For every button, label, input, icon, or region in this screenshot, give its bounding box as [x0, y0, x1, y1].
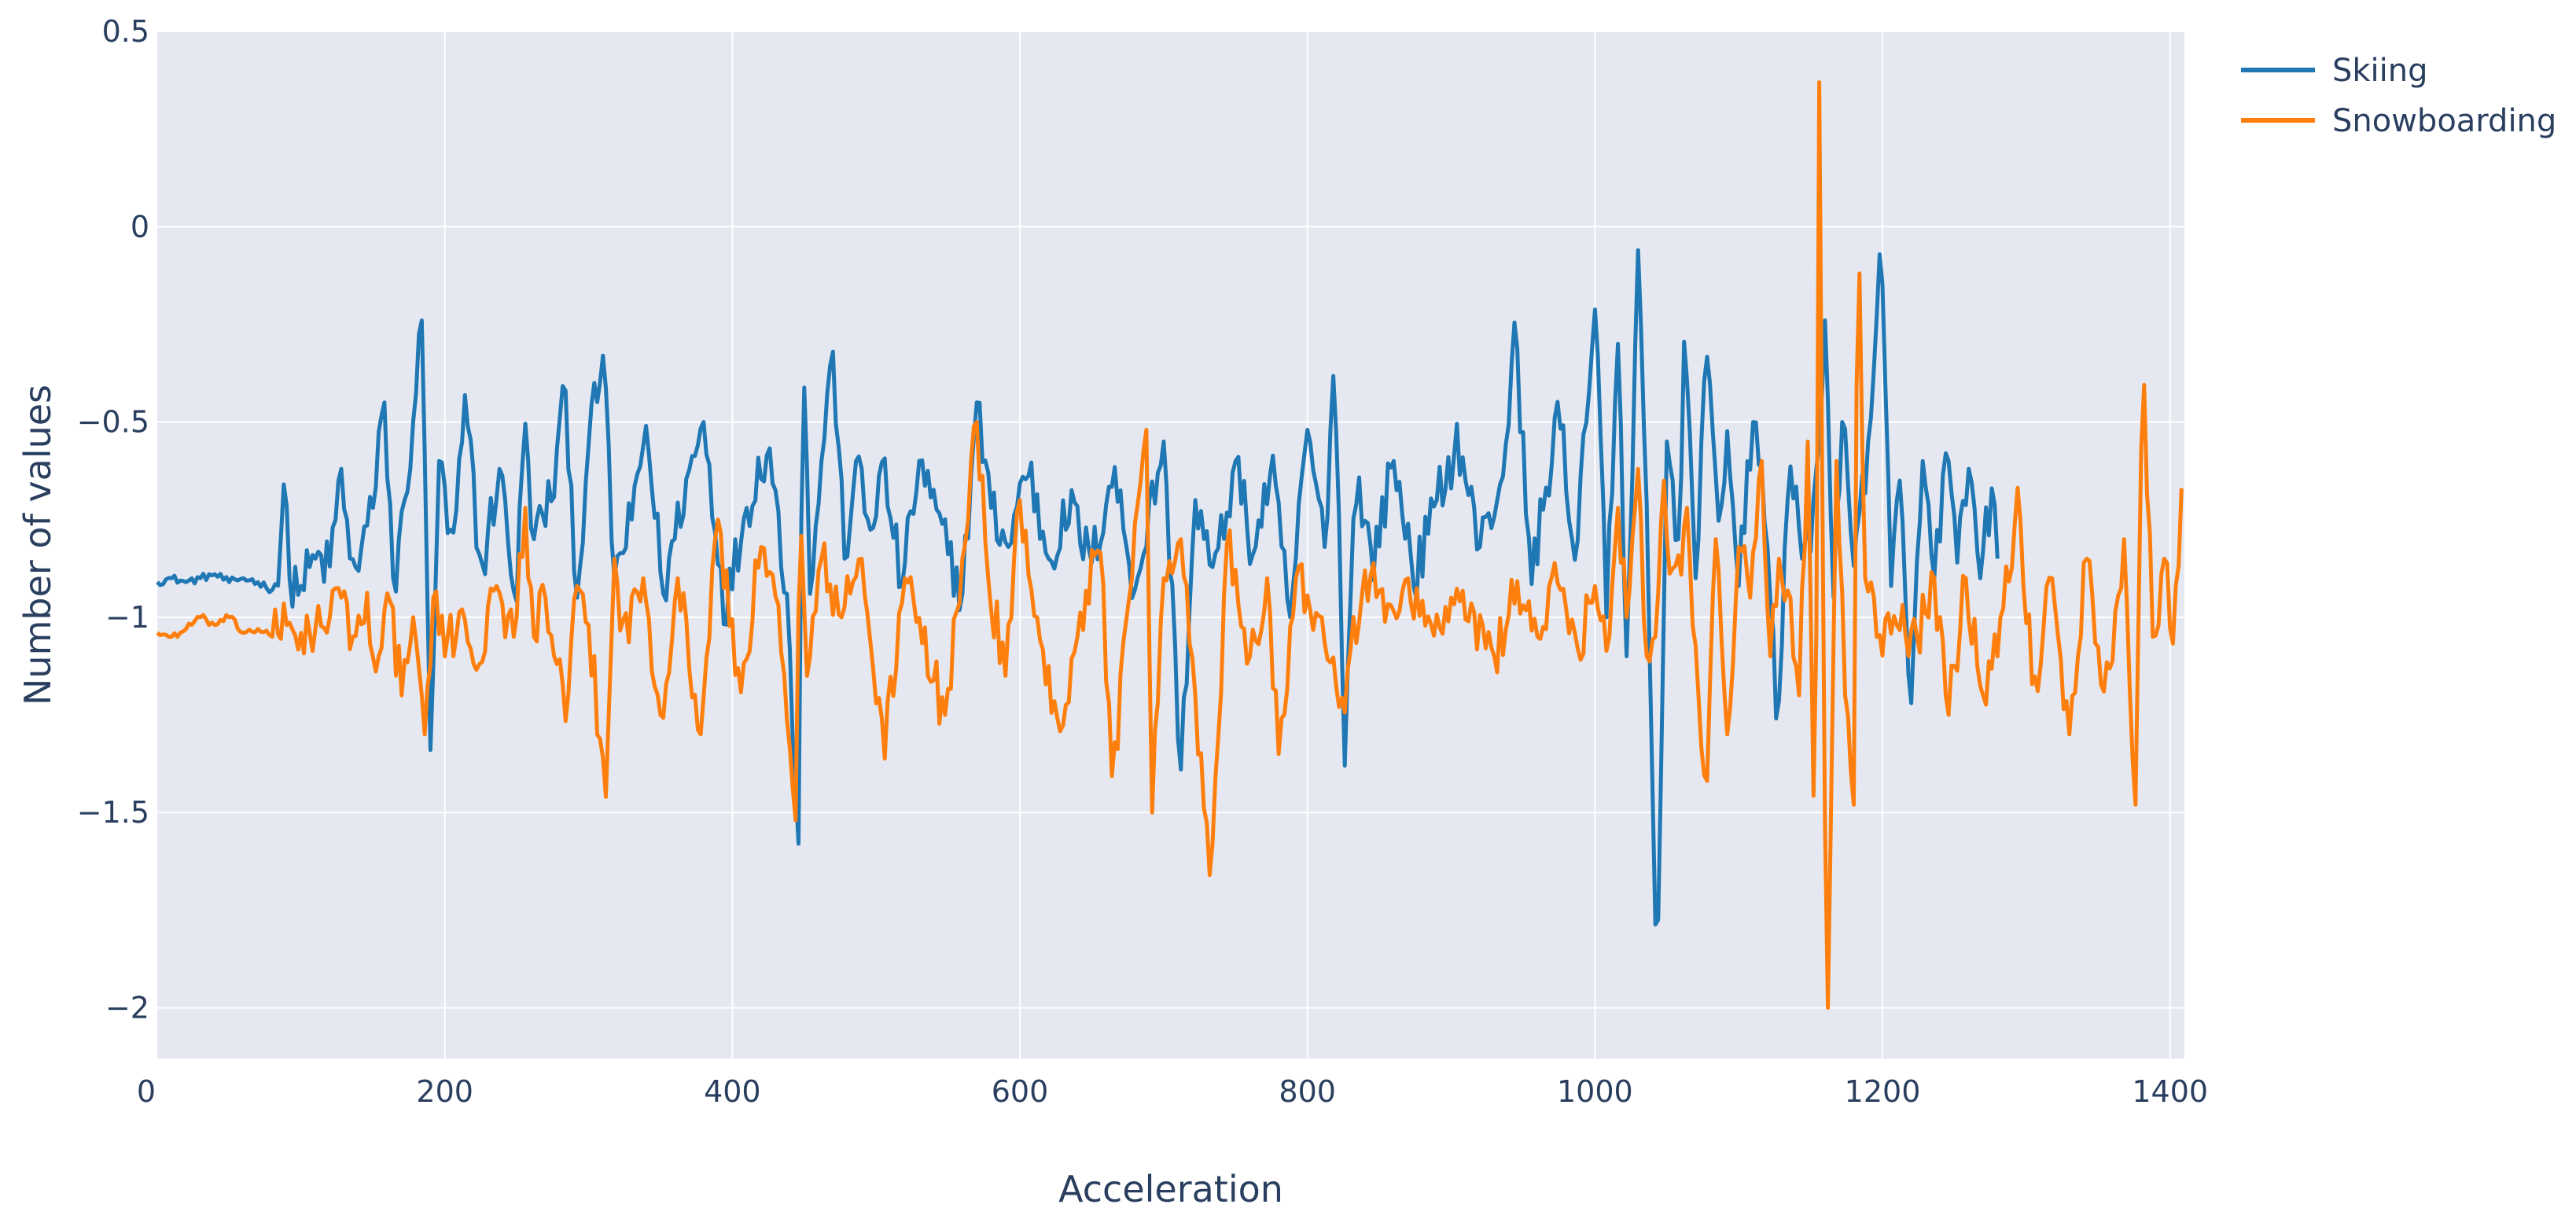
y-tick-label: −0.5 — [77, 405, 149, 440]
plot-background — [157, 31, 2184, 1059]
y-tick-label: −1.5 — [77, 795, 149, 830]
legend-item-snowboarding[interactable]: Snowboarding — [2241, 103, 2556, 139]
y-axis-title: Number of values — [17, 385, 59, 705]
x-tick-label: 0 — [137, 1074, 156, 1109]
legend-item-skiing[interactable]: Skiing — [2241, 53, 2428, 89]
series-lines — [156, 80, 2184, 1010]
x-tick-label: 1200 — [1845, 1074, 1921, 1109]
series-line-snowboarding[interactable] — [156, 80, 2184, 1010]
grid — [157, 31, 2184, 1059]
x-tick-label: 1000 — [1557, 1074, 1633, 1109]
x-tick-label: 1400 — [2132, 1074, 2208, 1109]
y-tick-label: −2 — [105, 990, 149, 1025]
x-axis-title: Acceleration — [1058, 1168, 1283, 1210]
y-tick-label: 0 — [131, 209, 149, 244]
series-line-skiing[interactable] — [156, 248, 2000, 927]
y-tick-label: −1 — [105, 600, 149, 635]
x-tick-label: 600 — [992, 1074, 1049, 1109]
x-tick-label: 200 — [416, 1074, 473, 1109]
x-tick-label: 400 — [704, 1074, 761, 1109]
legend-label-snowboarding: Snowboarding — [2332, 103, 2556, 139]
legend[interactable]: Skiing Snowboarding — [2241, 53, 2556, 139]
tick-labels: 0.5 0 −0.5 −1 −1.5 −2 0 200 400 600 800 1000 1200 140… — [77, 14, 2208, 1109]
x-tick-label: 800 — [1279, 1074, 1336, 1109]
y-tick-label: 0.5 — [102, 14, 149, 49]
legend-label-skiing: Skiing — [2332, 53, 2428, 89]
